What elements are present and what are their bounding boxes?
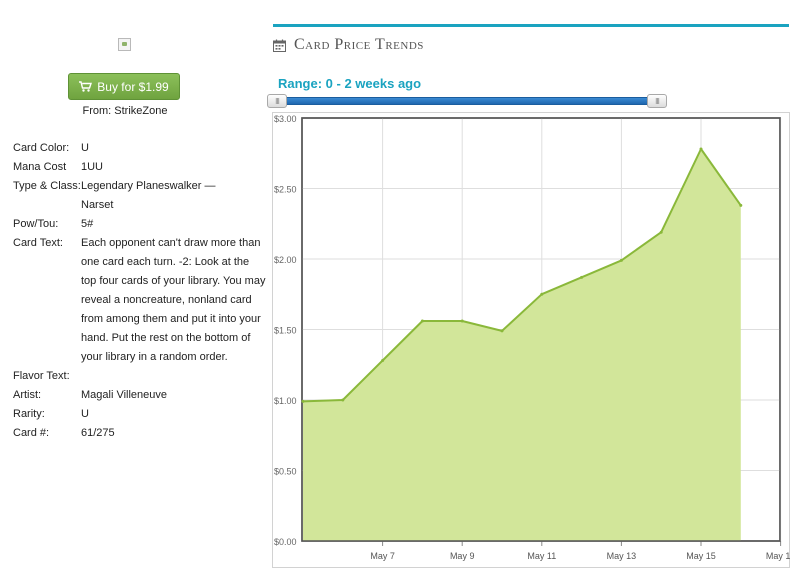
calendar-icon bbox=[273, 39, 286, 52]
price-point bbox=[540, 292, 544, 296]
card-property-key: Card Color: bbox=[13, 142, 70, 154]
range-slider-right-handle[interactable]: III bbox=[647, 94, 667, 108]
card-property-value: 5# bbox=[81, 218, 94, 230]
range-label: Range: 0 - 2 weeks ago bbox=[278, 76, 422, 91]
card-property-value: Each opponent can't draw more than one c… bbox=[81, 237, 266, 363]
card-properties: Card Color: U Mana Cost 1UU Type & Class: Leg… bbox=[13, 139, 265, 443]
panel-title: Card Price Trends bbox=[273, 35, 424, 55]
y-tick-label: $3.00 bbox=[274, 114, 297, 124]
x-tick-label: May 15 bbox=[686, 551, 716, 561]
card-property-key: Artist: bbox=[13, 389, 42, 401]
shopping-cart-icon bbox=[79, 81, 93, 92]
y-tick-label: $0.50 bbox=[274, 467, 297, 477]
price-area bbox=[303, 149, 741, 541]
card-property-row: Rarity: U bbox=[13, 405, 265, 424]
range-slider[interactable]: III III bbox=[267, 94, 669, 108]
x-tick-label: May 13 bbox=[607, 551, 637, 561]
card-property-value: 1UU bbox=[81, 161, 104, 173]
card-property-value bbox=[81, 367, 265, 386]
card-property-key: Card #: bbox=[13, 427, 50, 439]
price-point bbox=[341, 398, 345, 402]
vendor-label: From: StrikeZone bbox=[82, 105, 168, 117]
price-point bbox=[619, 258, 623, 262]
y-tick-label: $2.50 bbox=[274, 185, 297, 195]
card-property-row: Type & Class: Legendary Planeswalker — Na… bbox=[13, 177, 265, 215]
card-property-key: Card Text: bbox=[13, 237, 63, 249]
card-property-row: Card #: 61/275 bbox=[13, 424, 265, 443]
range-slider-left-handle[interactable]: III bbox=[267, 94, 287, 108]
price-point bbox=[500, 329, 504, 333]
card-property-key: Type & Class: bbox=[13, 180, 81, 192]
card-property-row: Card Text: Each opponent can't draw more … bbox=[13, 234, 265, 367]
price-line bbox=[302, 148, 742, 403]
x-tick-label: May 11 bbox=[527, 551, 556, 561]
y-tick-label: $2.00 bbox=[274, 255, 297, 265]
y-tick-label: $1.50 bbox=[274, 326, 297, 336]
buy-button-label: Buy for $1.99 bbox=[97, 79, 169, 94]
x-tick-label: May 7 bbox=[370, 551, 395, 561]
x-tick-label: May 17 bbox=[766, 551, 790, 561]
x-tick-label: May 9 bbox=[450, 551, 475, 561]
card-property-value: U bbox=[81, 408, 89, 420]
buy-button[interactable]: Buy for $1.99 bbox=[68, 73, 180, 100]
card-property-row: Artist: Magali Villeneuve bbox=[13, 386, 265, 405]
card-property-row: Card Color: U bbox=[13, 139, 265, 158]
price-point bbox=[699, 147, 703, 151]
price-point bbox=[659, 230, 663, 234]
card-image bbox=[118, 38, 131, 51]
price-point bbox=[739, 203, 743, 207]
card-property-row: Pow/Tou: 5# bbox=[13, 215, 265, 234]
price-point bbox=[420, 319, 424, 323]
y-tick-label: $0.00 bbox=[274, 537, 297, 547]
price-point bbox=[580, 275, 584, 279]
card-property-row: Flavor Text: bbox=[13, 367, 265, 386]
price-point bbox=[381, 359, 385, 363]
card-property-value: U bbox=[81, 142, 89, 154]
card-property-value: Legendary Planeswalker — Narset bbox=[81, 180, 216, 211]
panel-accent-bar bbox=[273, 24, 789, 27]
card-property-key: Flavor Text: bbox=[13, 370, 70, 382]
card-property-row: Mana Cost 1UU bbox=[13, 158, 265, 177]
panel-title-text: Card Price Trends bbox=[294, 36, 424, 53]
price-trend-chart: $0.00 $0.50 $1.00 $1.50 $2.00 $2.50 $3.00 May 7… bbox=[272, 112, 790, 568]
price-point bbox=[301, 399, 305, 403]
plot-border bbox=[301, 117, 781, 542]
card-property-key: Mana Cost bbox=[13, 161, 67, 173]
price-point bbox=[460, 319, 464, 323]
card-details-panel: Buy for $1.99 From: StrikeZone Card Colo… bbox=[0, 0, 265, 586]
card-property-key: Rarity: bbox=[13, 408, 45, 420]
card-property-value: Magali Villeneuve bbox=[81, 389, 168, 401]
card-property-key: Pow/Tou: bbox=[13, 218, 59, 230]
card-property-value: 61/275 bbox=[81, 427, 115, 439]
range-slider-track[interactable] bbox=[273, 97, 663, 105]
y-tick-label: $1.00 bbox=[274, 396, 297, 406]
